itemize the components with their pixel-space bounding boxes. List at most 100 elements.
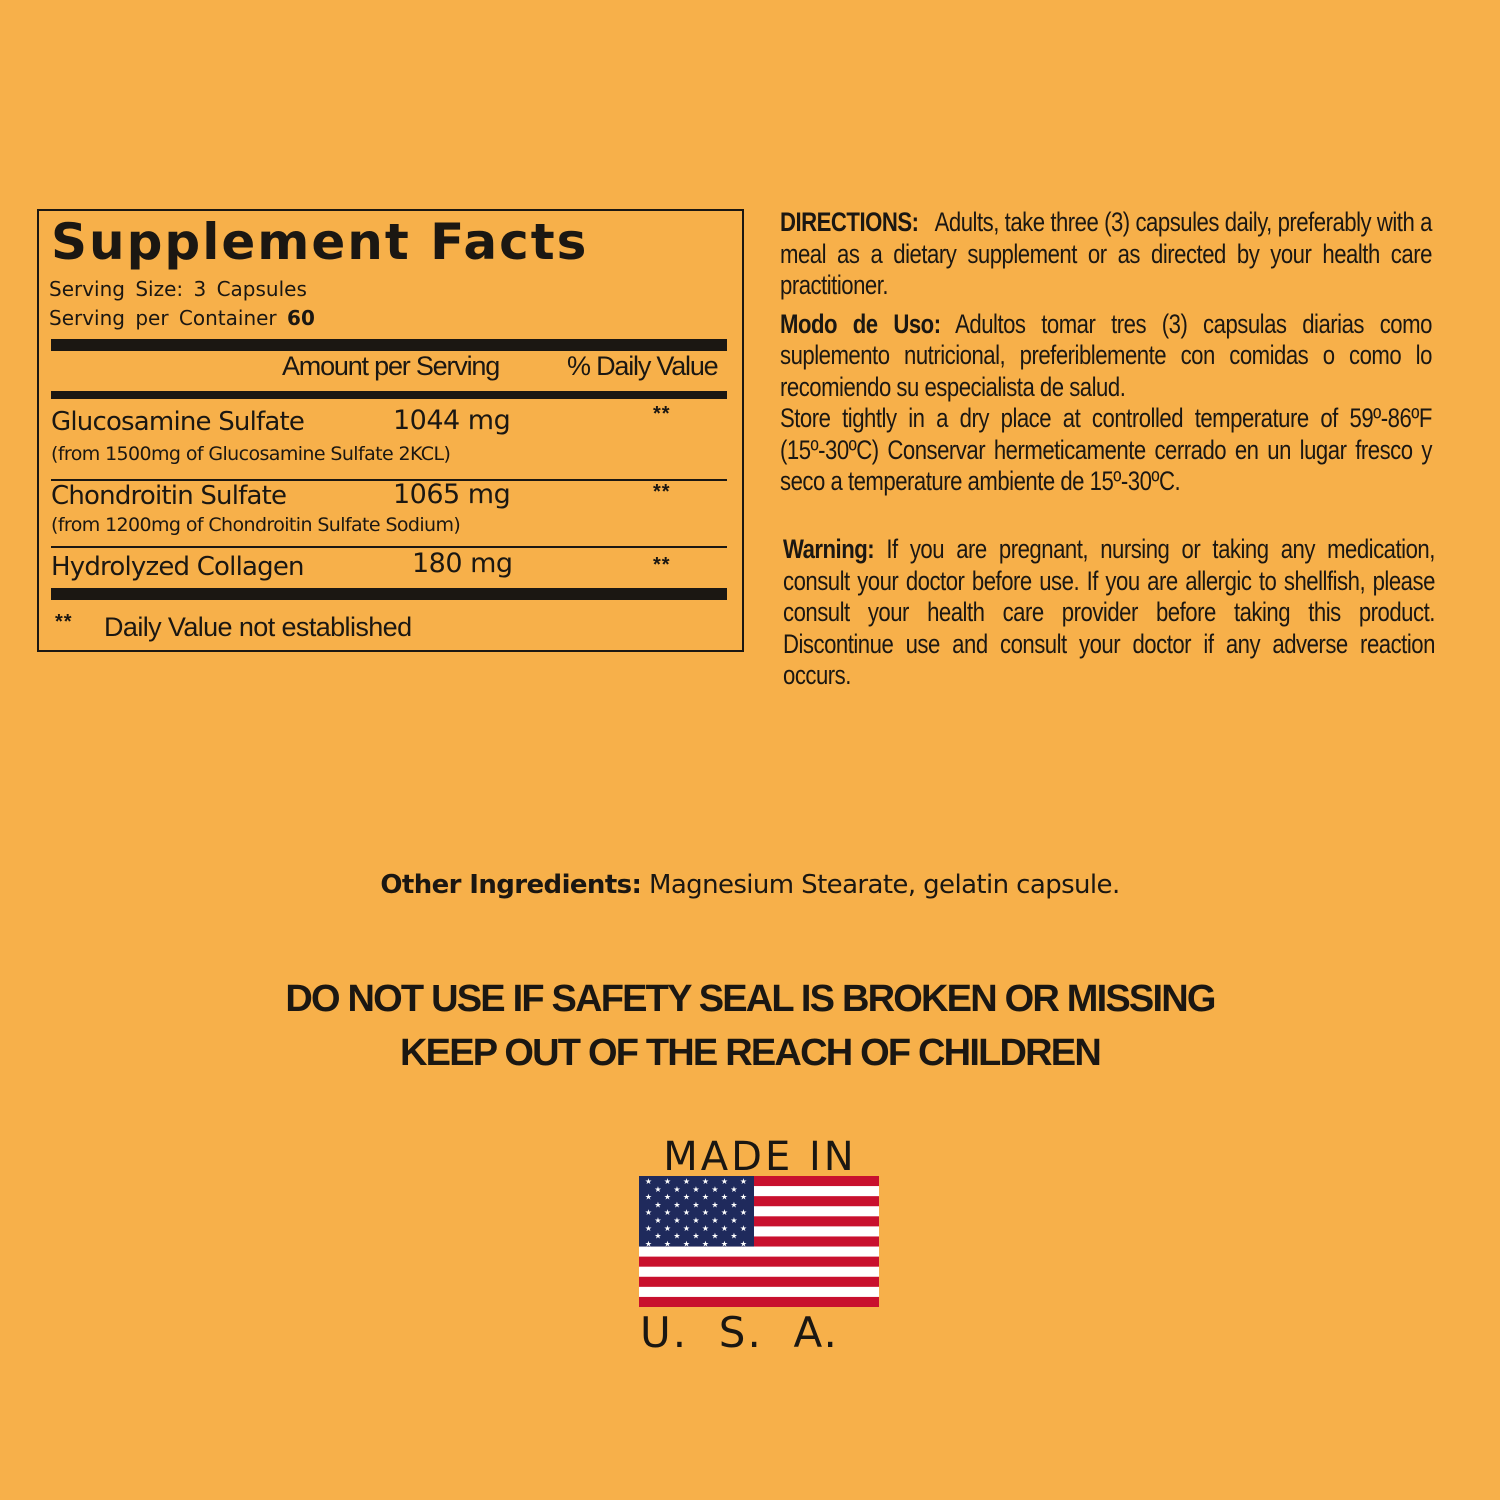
ingredient-name: Chondroitin Sulfate <box>51 481 287 511</box>
flag-star: ★ <box>673 1185 680 1194</box>
ingredient-note-line: (from 1200mg of Chondroitin Sulfate Sodi… <box>51 514 461 536</box>
flag-star: ★ <box>730 1232 737 1241</box>
flag-stripe <box>639 1226 879 1237</box>
ingredient-dv: ** <box>653 481 671 503</box>
usa-label: U. S. A. <box>640 1308 839 1357</box>
flag-canton <box>639 1176 754 1247</box>
flag-stripe <box>639 1296 879 1307</box>
flag-star: ★ <box>664 1193 671 1202</box>
other-ingredients: Other Ingredients: Magnesium Stearate, g… <box>0 870 1500 900</box>
flag-star: ★ <box>740 1208 747 1217</box>
flag-star: ★ <box>683 1208 690 1217</box>
flag-star: ★ <box>645 1193 652 1202</box>
ingredient-note-continuation: Sodium) <box>385 514 461 536</box>
warning-text: If you are pregnant, nursing or taking a… <box>783 534 1435 690</box>
flag-stripe <box>639 1186 879 1197</box>
ingredient-amount: 1044 mg <box>393 405 511 436</box>
thick-divider <box>51 339 727 351</box>
flag-star: ★ <box>730 1216 737 1225</box>
ingredient-dv: ** <box>653 554 671 576</box>
flag-star: ★ <box>730 1200 737 1209</box>
flag-stripe <box>639 1176 879 1187</box>
flag-star: ★ <box>683 1193 690 1202</box>
servings-label: Serving per Container <box>49 306 277 330</box>
flag-star: ★ <box>683 1224 690 1233</box>
flag-stripe <box>639 1276 879 1288</box>
flag-star: ★ <box>645 1239 652 1248</box>
row-divider <box>51 479 727 481</box>
children-warning: KEEP OUT OF THE REACH OF CHILDREN <box>400 1032 1102 1074</box>
footnote-mark: ** <box>55 611 73 633</box>
flag-star: ★ <box>721 1239 728 1248</box>
flag-star: ★ <box>721 1177 728 1186</box>
flag-star: ★ <box>711 1232 718 1241</box>
ingredient-dv: ** <box>653 403 671 425</box>
flag-star: ★ <box>702 1193 709 1202</box>
safety-seal-warning: DO NOT USE IF SAFETY SEAL IS BROKEN OR M… <box>285 978 1216 1020</box>
flag-stripe <box>639 1286 879 1298</box>
modo-text: Adultos tomar tres (3) capsulas diarias … <box>780 308 1432 402</box>
flag-stripe <box>639 1196 879 1207</box>
ingredient-amount: 180 mg <box>412 548 513 579</box>
flag-star: ★ <box>692 1216 699 1225</box>
other-ingredients-text: Magnesium Stearate, gelatin capsule. <box>649 870 1120 900</box>
flag-star: ★ <box>673 1216 680 1225</box>
storage-text: Store tightly in a dry place at controll… <box>780 403 1432 496</box>
row-divider <box>51 546 727 548</box>
flag-star: ★ <box>692 1232 699 1241</box>
flag-star: ★ <box>740 1177 747 1186</box>
supplement-facts-panel: Supplement Facts Serving Size: 3 Capsule… <box>37 209 744 652</box>
flag-star: ★ <box>711 1216 718 1225</box>
flag-star: ★ <box>664 1208 671 1217</box>
flag-star: ★ <box>664 1177 671 1186</box>
flag-star: ★ <box>645 1208 652 1217</box>
flag-star: ★ <box>702 1208 709 1217</box>
flag-stripe <box>639 1266 879 1278</box>
ingredient-amount: 1065 mg <box>393 479 511 510</box>
warning-label: Warning: <box>783 534 875 564</box>
flag-stripe <box>639 1236 879 1248</box>
other-ingredients-label: Other Ingredients: <box>380 870 642 900</box>
servings-value: 60 <box>287 306 315 330</box>
flag-star: ★ <box>692 1185 699 1194</box>
flag-star: ★ <box>702 1224 709 1233</box>
flag-stripe <box>639 1216 879 1227</box>
servings-per-container: Serving per Container 60 <box>49 306 315 330</box>
flag-stripe <box>639 1206 879 1217</box>
flag-star: ★ <box>673 1232 680 1241</box>
us-flag-icon: ★ ★ ★ ★ ★ ★★ ★ ★ ★ ★★ ★ ★ ★ ★ ★★ ★ ★ ★ ★★ ★ ★ ★ ★ ★★ ★ ★ ★ ★★ ★ ★ ★ ★ ★★… <box>639 1176 879 1307</box>
flag-stripe <box>639 1246 879 1258</box>
directions-label: DIRECTIONS: <box>780 207 919 237</box>
flag-star: ★ <box>730 1185 737 1194</box>
ingredient-name: Hydrolyzed Collagen <box>51 552 305 582</box>
ingredient-note: (from 1200mg of Chondroitin Sulfate <box>51 514 381 536</box>
directions-en: DIRECTIONS: Adults, take three (3) capsu… <box>780 207 1432 302</box>
flag-star: ★ <box>740 1224 747 1233</box>
flag-star: ★ <box>654 1216 661 1225</box>
directions-es: Modo de Uso: Adultos tomar tres (3) caps… <box>780 309 1432 404</box>
flag-star: ★ <box>645 1224 652 1233</box>
flag-star: ★ <box>645 1177 652 1186</box>
flag-star: ★ <box>721 1208 728 1217</box>
flag-star: ★ <box>654 1232 661 1241</box>
made-in-label: MADE IN <box>663 1134 857 1180</box>
header-amount: Amount per Serving <box>282 351 500 381</box>
flag-stripe <box>639 1256 879 1268</box>
warning-section: Warning: If you are pregnant, nursing or… <box>783 534 1435 692</box>
thick-divider <box>51 588 727 600</box>
ingredient-note: (from 1500mg of Glucosamine Sulfate 2KCL… <box>51 443 451 465</box>
flag-star: ★ <box>702 1239 709 1248</box>
flag-star: ★ <box>711 1185 718 1194</box>
header-daily-value: % Daily Value <box>567 351 719 381</box>
flag-star: ★ <box>654 1185 661 1194</box>
facts-title: Supplement Facts <box>51 213 589 271</box>
flag-star: ★ <box>654 1200 661 1209</box>
ingredient-name: Glucosamine Sulfate <box>51 407 305 437</box>
flag-star: ★ <box>683 1177 690 1186</box>
flag-star: ★ <box>664 1239 671 1248</box>
flag-star: ★ <box>721 1193 728 1202</box>
flag-star: ★ <box>673 1200 680 1209</box>
flag-star: ★ <box>683 1239 690 1248</box>
flag-star: ★ <box>664 1224 671 1233</box>
modo-label: Modo de Uso: <box>780 308 941 339</box>
